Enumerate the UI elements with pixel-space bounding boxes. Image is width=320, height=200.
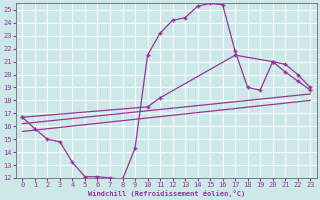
- X-axis label: Windchill (Refroidissement éolien,°C): Windchill (Refroidissement éolien,°C): [88, 190, 245, 197]
